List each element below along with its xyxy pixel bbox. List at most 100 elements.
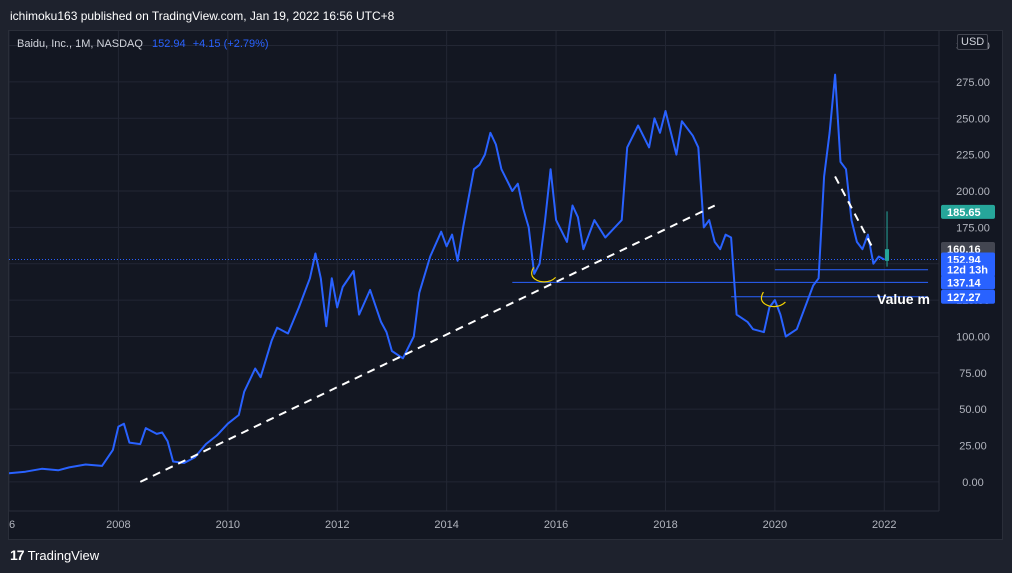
price-point [342,286,344,288]
price-point [473,168,475,170]
price-axis-label-text: 185.65 [947,207,981,219]
currency-label[interactable]: USD [957,34,989,50]
price-point [260,376,262,378]
price-point [68,466,70,468]
y-tick-label: 75.00 [959,368,987,380]
price-point [446,245,448,247]
price-point [101,465,103,467]
price-point [839,161,842,163]
x-tick-label: 06 [9,519,15,531]
price-point [139,443,141,445]
price-point [823,175,825,178]
price-point [24,471,27,473]
price-axis-label-bg [941,204,995,219]
price-axis-label-bg [941,262,995,277]
price-point [856,241,858,243]
price-point [517,183,519,185]
price-point [402,357,404,359]
price-point [610,231,612,233]
trendline [139,204,716,483]
price-point [604,236,606,239]
price-point [128,442,130,444]
x-tick-label: 2016 [544,519,568,531]
price-point [205,443,207,445]
price-point [763,331,765,333]
price-point [145,427,147,429]
price-point [703,226,705,228]
price-point [238,414,240,416]
price-point [796,328,798,330]
price-point [544,219,546,221]
price-point [774,299,776,301]
price-point [730,236,732,239]
price-point [637,124,639,127]
price-point [117,426,120,428]
price-point [123,423,125,425]
y-tick-label: 225.00 [956,150,990,162]
price-point [818,277,820,279]
price-point [566,241,568,243]
price-point [872,263,874,265]
price-point [462,226,464,228]
price-point [681,120,683,122]
price-point [320,277,322,279]
price-point [621,219,623,221]
highlight-marker [531,267,557,283]
price-point [593,219,595,221]
price-point [353,270,355,272]
price-point [243,391,245,393]
price-point [779,314,781,316]
price-axis-label-bg [941,275,995,290]
y-tick-label: 175.00 [956,222,990,234]
x-tick-label: 2012 [325,519,349,531]
tradingview-logo-icon: 17 [10,547,25,563]
price-chart[interactable]: 0.0025.0050.0075.00100.00125.00150.00175… [9,31,1004,541]
chart-frame[interactable]: 0.0025.0050.0075.00100.00125.00150.00175… [8,30,1003,540]
x-tick-label: 2020 [763,519,787,531]
price-point [850,219,853,221]
price-point [539,263,541,265]
x-tick-label: 2014 [434,519,458,531]
y-tick-label: 200.00 [956,186,990,198]
price-point [112,449,114,451]
price-point [331,277,333,279]
price-point [314,252,316,255]
price-point [867,234,869,236]
price-point [489,132,492,134]
price-point [440,231,442,233]
price-point [878,255,880,258]
price-point [156,433,158,435]
price-point [653,117,656,119]
price-point [719,248,721,250]
x-tick-label: 2018 [653,519,677,531]
price-point [484,154,486,156]
brand-name: TradingView [27,547,100,563]
price-point [582,248,585,250]
price-point [194,456,196,458]
price-point [845,168,847,170]
symbol-label[interactable]: Baidu, Inc., 1M, NASDAQ [17,38,143,50]
price-point [467,197,470,199]
price-point [735,314,738,316]
price-point [216,434,218,436]
price-point [380,321,382,323]
price-point [413,335,415,338]
x-tick-label: 2022 [872,519,896,531]
price-axis-label-text: 137.14 [947,277,982,289]
price-point [478,164,481,166]
price-point [675,154,678,156]
legend-header: Baidu, Inc., 1M, NASDAQ 152.94 +4.15 (+2… [17,38,269,50]
price-point [861,248,864,250]
x-tick-label: 2008 [106,519,130,531]
price-point [577,216,579,218]
price-point [391,350,393,352]
price-point [287,332,289,335]
price-point [161,431,163,434]
price-point [336,306,338,308]
price-point [227,423,229,425]
price-axis-label: 137.14 [941,275,995,290]
price-point [522,207,524,210]
price-point [571,204,574,207]
price-point [834,74,836,76]
y-tick-label: 25.00 [959,441,987,453]
